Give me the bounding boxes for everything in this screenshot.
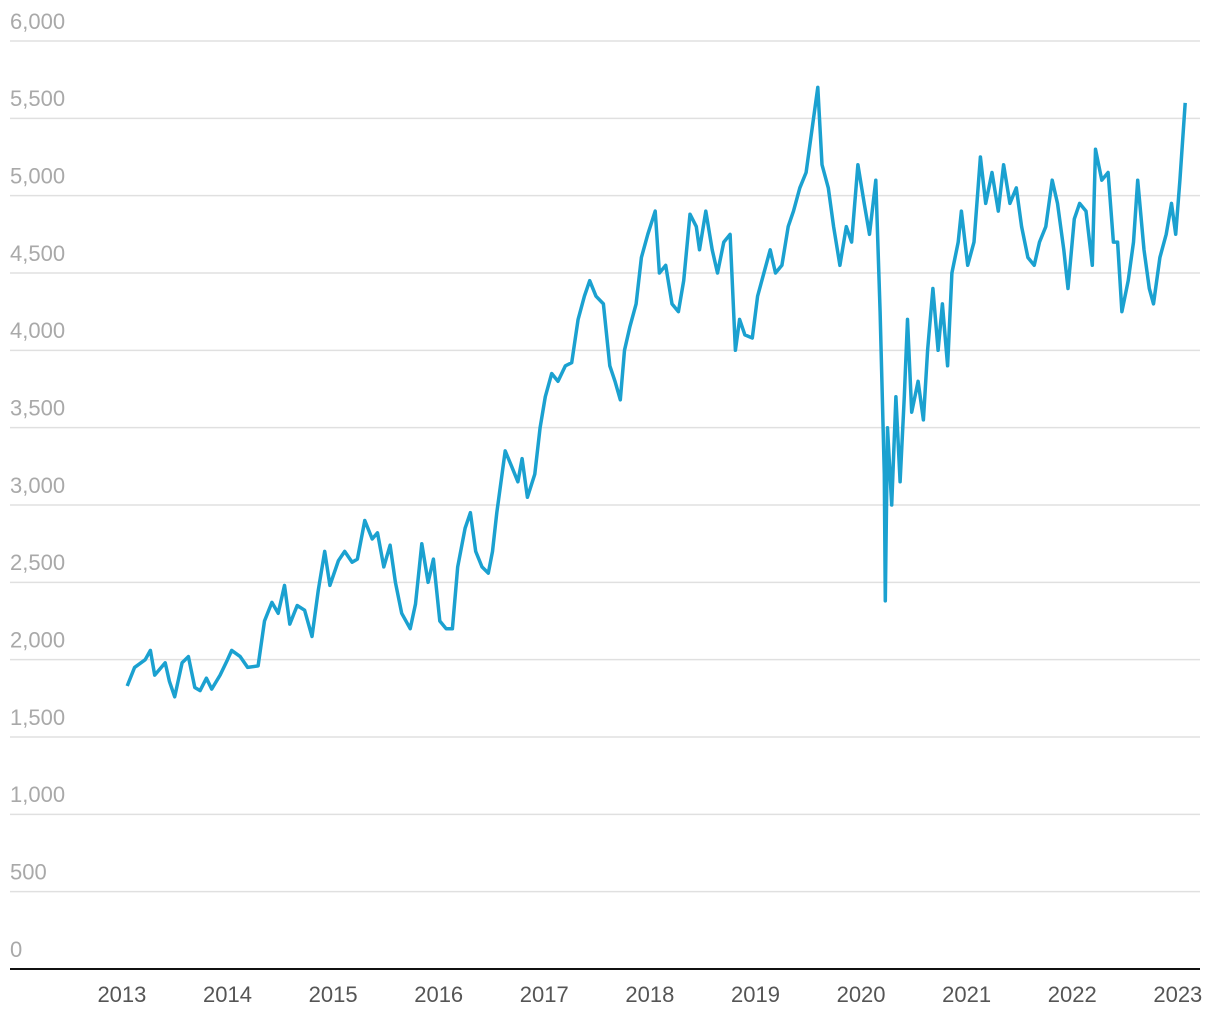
y-tick-label: 5,500 <box>10 86 65 111</box>
y-tick-label: 4,500 <box>10 241 65 266</box>
x-tick-label: 2023 <box>1153 982 1202 1007</box>
x-tick-label: 2021 <box>942 982 991 1007</box>
x-tick-label: 2014 <box>203 982 252 1007</box>
line <box>125 85 1187 699</box>
y-tick-label: 3,000 <box>10 473 65 498</box>
x-tick-label: 2016 <box>414 982 463 1007</box>
y-tick-label: 0 <box>10 937 22 962</box>
x-tick-label: 2013 <box>97 982 146 1007</box>
x-tick-label: 2015 <box>309 982 358 1007</box>
y-tick-label: 2,500 <box>10 550 65 575</box>
y-tick-label: 500 <box>10 859 47 884</box>
y-tick-label: 5,000 <box>10 163 65 188</box>
x-tick-label: 2020 <box>837 982 886 1007</box>
y-tick-label: 3,500 <box>10 395 65 420</box>
y-tick-label: 6,000 <box>10 9 65 34</box>
y-tick-label: 1,000 <box>10 782 65 807</box>
x-tick-label: 2017 <box>520 982 569 1007</box>
x-tick-label: 2022 <box>1048 982 1097 1007</box>
y-tick-label: 1,500 <box>10 705 65 730</box>
x-tick-label: 2019 <box>731 982 780 1007</box>
x-tick-label: 2018 <box>625 982 674 1007</box>
y-tick-label: 4,000 <box>10 318 65 343</box>
y-tick-label: 2,000 <box>10 627 65 652</box>
